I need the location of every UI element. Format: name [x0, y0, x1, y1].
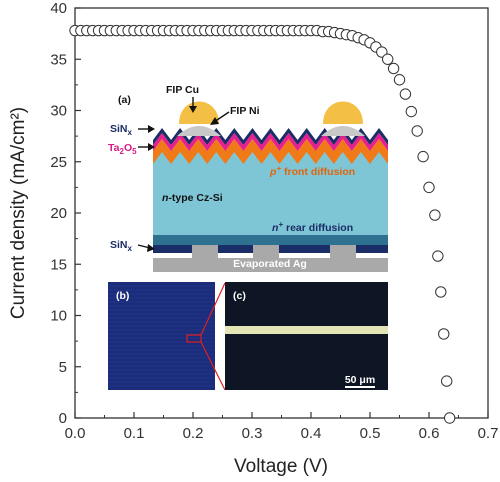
inset-b-label: (b) — [116, 290, 129, 302]
inset-microscope-image: 50 μm (c) — [225, 282, 388, 390]
ta2o5-ta: Ta — [108, 142, 120, 154]
base-n: n — [162, 192, 168, 204]
y-tick-label: 10 — [50, 308, 67, 325]
y-tick-label: 30 — [50, 103, 67, 120]
y-tick-label: 40 — [50, 0, 67, 17]
x-tick-label: 0.0 — [65, 425, 86, 442]
ag-label: Evaporated Ag — [233, 258, 307, 270]
sinx-label: SiNx — [110, 123, 133, 137]
data-point — [382, 53, 394, 65]
fip-cu-label: FIP Cu — [166, 84, 199, 96]
x-tick-label: 0.5 — [360, 425, 381, 442]
n-type-base-layer — [153, 150, 388, 240]
inset-cell-photo: (b) — [108, 282, 215, 390]
metal-finger-line — [225, 326, 388, 334]
x-axis-title: Voltage (V) — [234, 456, 328, 477]
inset-cell-schematic: (a) FIP Cu FIP Ni SiNx Ta2O5 p+ front di… — [108, 84, 388, 272]
front-diffusion-label: p+ front diffusion — [269, 164, 355, 178]
y-tick-label: 35 — [50, 51, 67, 68]
base-text: -type Cz-Si — [168, 192, 222, 204]
data-point — [411, 125, 423, 137]
ta2o5-o: O — [124, 142, 132, 154]
fip-ni-arrowhead — [210, 117, 219, 125]
front-diffusion-p: p — [269, 166, 277, 178]
ta2o5-label: Ta2O5 — [108, 142, 137, 156]
y-tick-label: 5 — [59, 359, 67, 376]
rear-diffusion-layer — [153, 235, 388, 245]
jv-data-series — [69, 24, 456, 424]
data-point — [435, 286, 447, 298]
rear-sinx-label: SiNx — [110, 239, 133, 253]
zoom-region-box — [186, 334, 202, 343]
data-point — [423, 181, 435, 194]
x-tick-label: 0.4 — [301, 425, 322, 442]
fip-cu-contact-2 — [323, 101, 363, 124]
rear-sinx-sub: x — [128, 244, 133, 253]
x-tick-label: 0.3 — [242, 425, 263, 442]
zoom-line-bottom — [200, 341, 226, 391]
data-point — [405, 105, 417, 118]
microscope-photo — [225, 282, 388, 390]
front-diffusion-plus: + — [276, 164, 281, 173]
x-tick-label: 0.6 — [419, 425, 440, 442]
rear-diffusion-label: n+ rear diffusion — [272, 220, 353, 234]
ta2o5-5: 5 — [132, 147, 137, 156]
y-tick-label: 15 — [50, 256, 67, 273]
data-point — [443, 412, 456, 424]
data-point — [399, 88, 412, 100]
cell-photo — [108, 282, 215, 390]
sinx-arrowhead — [148, 125, 155, 133]
y-tick-label: 20 — [50, 205, 67, 222]
base-label: n-type Cz-Si — [162, 192, 223, 204]
evaporated-ag-layer — [153, 245, 388, 272]
inset-c-label: (c) — [233, 290, 246, 302]
data-point — [441, 375, 453, 387]
data-point — [393, 74, 406, 86]
rear-sinx-main: SiN — [110, 239, 128, 251]
data-point — [432, 250, 444, 262]
scalebar-label: 50 μm — [345, 374, 375, 386]
front-diffusion-text: front diffusion — [281, 166, 355, 178]
data-point — [429, 209, 441, 221]
scalebar — [345, 386, 375, 388]
sinx-label-sub: x — [128, 128, 133, 137]
fip-cu-arrowhead — [189, 106, 197, 113]
ta2o5-2: 2 — [119, 147, 124, 156]
x-tick-label: 0.2 — [183, 425, 204, 442]
data-point — [387, 62, 400, 75]
front-sinx-layer — [153, 128, 388, 145]
rear-diffusion-plus: + — [278, 220, 283, 229]
data-point — [417, 150, 429, 163]
fip-cu-contact-1 — [179, 101, 219, 124]
rear-diffusion-text: rear diffusion — [283, 222, 353, 234]
x-axis-ticks: 0.0 0.1 0.2 0.3 0.4 0.5 0.6 0.7 — [65, 412, 499, 442]
data-point — [438, 328, 450, 340]
rear-diffusion-n: n — [272, 222, 278, 234]
fip-ni-contact-2 — [321, 126, 365, 136]
y-axis-ticks: 0 5 10 15 20 25 30 35 40 — [50, 0, 81, 427]
y-axis-title: Current density (mA/cm²) — [8, 107, 29, 319]
fip-ni-label: FIP Ni — [230, 105, 260, 117]
sinx-label-main: SiN — [110, 123, 128, 135]
x-tick-label: 0.1 — [124, 425, 145, 442]
fip-ni-contact-1 — [177, 126, 221, 136]
ta2o5-layer — [153, 133, 388, 151]
front-diffusion-layer — [153, 139, 388, 164]
y-tick-label: 0 — [59, 410, 67, 427]
rear-sinx-arrowhead — [147, 244, 155, 252]
cell-photo-fingers — [108, 285, 215, 387]
inset-a-label: (a) — [118, 94, 131, 106]
zoom-line-top — [200, 282, 226, 336]
ta2o5-arrowhead — [148, 143, 155, 151]
x-tick-label: 0.7 — [478, 425, 499, 442]
y-tick-label: 25 — [50, 154, 67, 171]
